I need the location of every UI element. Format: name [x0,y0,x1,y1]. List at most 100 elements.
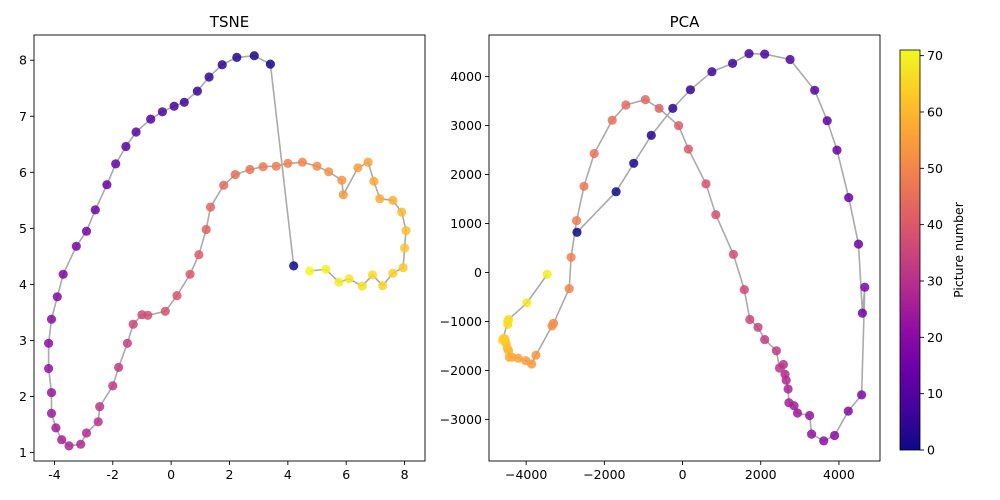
data-point [46,314,57,324]
data-point [157,107,167,117]
y-tick-label: 2000 [450,167,482,182]
data-point [57,435,67,445]
x-tick-label: −2000 [583,467,625,482]
data-point [707,67,717,77]
y-tick-label: 5 [19,221,27,236]
y-tick-label: 1000 [450,216,482,231]
data-point [728,249,739,259]
colorbar-label: Picture number [951,201,966,298]
data-point [830,430,840,441]
data-point [81,428,92,438]
data-point [805,410,815,421]
y-tick-label: 4 [19,277,27,292]
data-point [785,54,795,65]
colorbar-gradient [899,49,921,451]
data-point [353,163,363,173]
data-point [860,282,870,292]
data-point [780,369,790,379]
data-point [245,164,255,175]
data-point [205,202,216,212]
data-point [819,436,829,446]
data-point [792,408,803,418]
data-point [400,243,410,253]
data-point [843,406,853,416]
data-point [121,141,131,152]
data-point [289,261,299,271]
data-point [760,49,770,59]
x-tick-label: 0 [167,467,175,482]
y-tick-label: −2000 [440,363,482,378]
data-point [312,161,322,171]
data-point [504,314,514,325]
data-point [668,103,678,113]
data-point [219,180,229,190]
x-tick-label: −4000 [505,467,547,482]
y-tick-label: 3 [19,333,27,348]
data-point [783,384,793,394]
data-point [71,241,81,251]
data-point [363,157,373,167]
data-point [114,362,124,372]
x-tick-label: 6 [342,467,350,482]
data-point [607,115,617,125]
data-point [685,85,696,95]
data-point [102,180,112,190]
data-point [398,263,408,273]
data-point [204,72,214,82]
data-point [217,60,227,70]
data-point [201,224,211,235]
data-point [498,335,508,345]
data-point [46,408,57,418]
colorbar-tick-label: 70 [927,48,943,63]
y-tick-label: 8 [19,53,27,68]
data-point [337,175,347,185]
data-point [194,250,204,260]
data-point [857,308,868,318]
data-point [172,291,182,301]
data-point [388,195,398,205]
data-point [683,144,694,154]
data-point [321,264,331,274]
data-point [832,145,842,155]
data-point [283,158,293,168]
data-point [522,298,532,308]
data-point [367,270,378,280]
data-point [179,97,189,107]
data-point [192,86,202,96]
data-point [58,269,68,279]
data-point [728,58,738,68]
data-point [324,167,334,177]
data-point [572,227,582,237]
y-tick-label: 1 [19,445,27,460]
data-point [44,338,54,348]
data-point [564,284,574,294]
data-point [95,402,105,412]
data-point [629,158,639,168]
data-point [822,116,832,126]
data-point [857,390,867,400]
data-point [297,157,307,167]
data-point [169,101,179,111]
data-point [611,187,621,197]
data-point [388,268,398,278]
data-point [844,193,854,203]
data-point [111,159,121,169]
data-point [542,269,552,279]
data-point [547,321,557,331]
data-point [357,281,367,291]
data-point [64,441,74,451]
data-point [640,95,651,105]
trajectory-line [501,52,866,442]
data-point [760,335,770,345]
y-tick-label: 2 [19,389,27,404]
x-tick-label: 4000 [823,467,855,482]
data-point [131,127,141,137]
data-point [51,423,61,433]
colorbar-tick-label: 50 [927,161,943,176]
colorbar-tick-label: 10 [927,386,943,401]
y-tick-label: −3000 [440,412,482,427]
data-point [745,314,755,325]
data-point [401,226,411,236]
data-point [143,310,153,320]
data-point [774,363,785,373]
